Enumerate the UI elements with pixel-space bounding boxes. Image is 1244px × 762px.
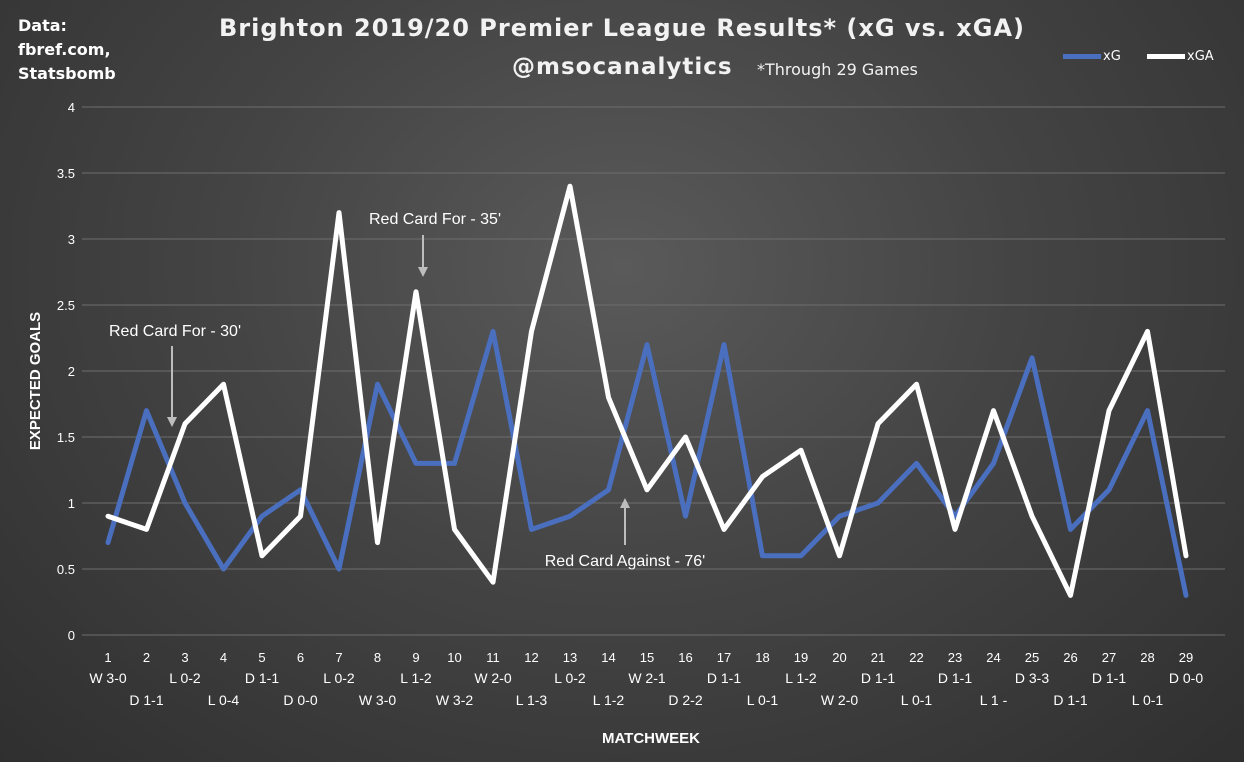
x-tick-label: 19 [794, 650, 808, 665]
x-axis-label: MATCHWEEK [602, 730, 700, 747]
x-tick-label: 13 [563, 650, 577, 665]
result-label: L 0-1 [901, 692, 933, 708]
chart-subtitle: @msocanalytics [512, 54, 733, 80]
x-tick-label: 20 [832, 650, 846, 665]
result-label: W 2-0 [474, 670, 512, 686]
result-label: D 1-1 [938, 670, 972, 686]
x-tick-label: 2 [143, 650, 150, 665]
y-tick-label: 2 [68, 364, 75, 379]
x-tick-label: 25 [1025, 650, 1039, 665]
chart-title: Brighton 2019/20 Premier League Results*… [218, 14, 1026, 42]
legend-swatch-xg [1063, 54, 1101, 59]
x-tick-label: 14 [601, 650, 615, 665]
annotation-label: Red Card For - 30' [109, 323, 241, 340]
legend-item-xga: xGA [1147, 49, 1214, 64]
result-label: D 0-0 [1169, 670, 1203, 686]
x-tick-label: 29 [1179, 650, 1193, 665]
result-label: L 0-2 [169, 670, 201, 686]
result-label: L 0-4 [208, 692, 240, 708]
y-tick-label: 2.5 [57, 298, 75, 313]
result-label: W 3-0 [359, 692, 397, 708]
x-tick-label: 3 [181, 650, 188, 665]
legend-label-xga: xGA [1187, 49, 1214, 64]
result-label: L 0-2 [323, 670, 355, 686]
result-label: L 1-2 [593, 692, 625, 708]
result-label: W 2-0 [821, 692, 859, 708]
x-tick-label: 27 [1102, 650, 1116, 665]
result-label: W 3-2 [436, 692, 474, 708]
x-tick-label: 22 [909, 650, 923, 665]
x-tick-label: 10 [447, 650, 461, 665]
y-tick-label: 3 [68, 232, 75, 247]
x-tick-label: 6 [297, 650, 304, 665]
result-label: L 1 - [980, 692, 1008, 708]
x-tick-label: 5 [258, 650, 265, 665]
x-tick-label: 26 [1063, 650, 1077, 665]
series-line-xg [105, 328, 1189, 598]
result-label: W 3-0 [89, 670, 127, 686]
result-label: D 1-1 [1053, 692, 1087, 708]
x-tick-label: 16 [678, 650, 692, 665]
result-label: D 2-2 [668, 692, 702, 708]
x-tick-label: 7 [335, 650, 342, 665]
result-label: D 1-1 [861, 670, 895, 686]
x-tick-label: 1 [104, 650, 111, 665]
result-label: L 0-1 [1132, 692, 1164, 708]
result-label: D 1-1 [707, 670, 741, 686]
x-tick-label: 12 [524, 650, 538, 665]
x-tick-label: 23 [948, 650, 962, 665]
result-label: D 1-1 [1092, 670, 1126, 686]
x-tick-label: 15 [640, 650, 654, 665]
y-axis-label: EXPECTED GOALS [27, 312, 44, 450]
x-tick-label: 24 [986, 650, 1000, 665]
x-tick-label: 18 [755, 650, 769, 665]
y-tick-label: 1 [68, 496, 75, 511]
annotation-label: Red Card Against - 76' [545, 553, 705, 570]
y-tick-label: 1.5 [57, 430, 75, 445]
series-line-xga [105, 183, 1189, 598]
x-tick-label: 21 [871, 650, 885, 665]
result-label: D 1-1 [129, 692, 163, 708]
source-note: Data: fbref.com, Statsbomb [18, 16, 116, 83]
legend-item-xg: xG [1063, 49, 1121, 64]
result-label: D 3-3 [1015, 670, 1049, 686]
legend-label-xg: xG [1103, 49, 1121, 64]
x-tick-label: 4 [220, 650, 227, 665]
y-tick-label: 0.5 [57, 562, 75, 577]
x-tick-label: 8 [374, 650, 381, 665]
result-label: L 0-2 [554, 670, 586, 686]
x-tick-label: 11 [486, 650, 500, 665]
result-label: L 1-2 [785, 670, 817, 686]
result-label: L 0-1 [747, 692, 779, 708]
y-tick-label: 3.5 [57, 166, 75, 181]
result-label: L 1-2 [400, 670, 432, 686]
result-label: D 0-0 [283, 692, 317, 708]
result-label: D 1-1 [245, 670, 279, 686]
x-tick-label: 9 [412, 650, 419, 665]
chart-note: *Through 29 Games [757, 60, 918, 79]
annotation-label: Red Card For - 35' [369, 211, 501, 228]
y-tick-label: 0 [68, 628, 75, 643]
legend-swatch-xga [1147, 54, 1185, 59]
x-tick-label: 28 [1140, 650, 1154, 665]
result-label: L 1-3 [516, 692, 548, 708]
result-label: W 2-1 [628, 670, 666, 686]
x-tick-label: 17 [717, 650, 731, 665]
y-tick-label: 4 [68, 100, 75, 115]
